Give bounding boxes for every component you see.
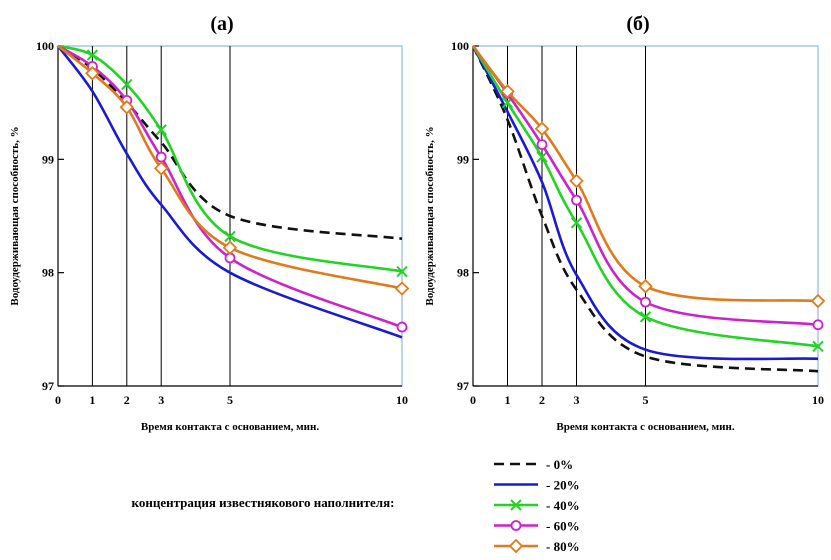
y-tick-label: 99: [42, 152, 54, 166]
series-marker-3: [639, 311, 652, 323]
y-axis-label: Водоудерживающая способность, %: [9, 126, 21, 305]
series-marker-4: [571, 194, 582, 206]
panel-title: (б): [626, 13, 649, 35]
y-tick-label: 97: [42, 379, 54, 393]
legend-label-3: - 40%: [546, 498, 580, 513]
x-axis-label: Время контакта с основанием, мин.: [141, 421, 319, 433]
legend-label-4: - 60%: [546, 519, 580, 534]
series-marker-5: [85, 65, 100, 81]
legend-label-5: - 80%: [546, 539, 580, 554]
series-marker-3: [396, 265, 408, 278]
series-marker-5: [569, 173, 584, 189]
y-tick-label: 98: [42, 266, 54, 280]
x-tick-label: 5: [227, 393, 233, 407]
x-tick-label: 2: [539, 393, 545, 407]
chart-panel-1: 97 98 99 100 0 1 2 3 5 10 (а) Время контакта с осно…: [9, 13, 410, 433]
series-marker-4: [812, 319, 824, 331]
series-marker-5: [638, 278, 653, 294]
y-axis-label: Водоудерживающая способность, %: [424, 126, 436, 305]
x-tick-label: 1: [505, 393, 511, 407]
series-marker-3: [155, 124, 167, 136]
x-tick-label: 3: [158, 393, 164, 407]
series-marker-3: [224, 230, 236, 243]
x-tick-label: 0: [470, 393, 476, 407]
series-line-2: [56, 45, 403, 339]
series-marker-4: [536, 139, 548, 151]
legend-label-2: - 20%: [546, 478, 580, 493]
series-marker-5: [119, 99, 135, 115]
legend-title: концентрация известнякового наполнителя:: [132, 495, 395, 510]
x-tick-label: 0: [55, 393, 61, 407]
legend-label-1: - 0%: [546, 457, 573, 472]
x-tick-label: 5: [643, 393, 649, 407]
x-tick-label: 10: [396, 393, 408, 407]
series-marker-5: [222, 240, 238, 256]
legend-marker-3: [510, 499, 522, 511]
series-marker-3: [86, 49, 99, 61]
legend: концентрация известнякового наполнителя:…: [132, 457, 580, 554]
series-marker-5: [810, 293, 826, 309]
x-tick-label: 2: [124, 393, 130, 407]
series-line-1: [471, 45, 819, 373]
x-tick-label: 1: [89, 393, 95, 407]
chart-panel-2: 97 98 99 100 0 1 2 3 5 10 (б) Время контакта с осно…: [424, 13, 826, 433]
series-marker-5: [394, 281, 410, 296]
y-tick-label: 100: [451, 39, 469, 53]
series-marker-3: [121, 78, 133, 91]
series-marker-3: [812, 340, 824, 353]
series-marker-3: [570, 217, 583, 229]
series-marker-5: [534, 121, 550, 137]
x-axis-label: Время контакта с основанием, мин.: [556, 421, 734, 433]
y-tick-label: 97: [457, 379, 469, 393]
x-tick-label: 3: [574, 393, 580, 407]
legend-marker-5: [508, 538, 524, 554]
series-marker-5: [153, 161, 169, 176]
y-tick-label: 100: [36, 39, 54, 53]
panel-title: (а): [210, 13, 233, 35]
series-marker-5: [500, 84, 515, 99]
series-marker-4: [155, 151, 167, 163]
series-marker-3: [536, 151, 548, 163]
series-line-2: [471, 45, 819, 361]
series-marker-4: [396, 321, 408, 333]
x-tick-label: 10: [812, 393, 824, 407]
y-tick-label: 99: [457, 152, 469, 166]
series-marker-4: [640, 296, 651, 308]
legend-marker-4: [510, 520, 522, 531]
y-tick-label: 98: [457, 266, 469, 280]
